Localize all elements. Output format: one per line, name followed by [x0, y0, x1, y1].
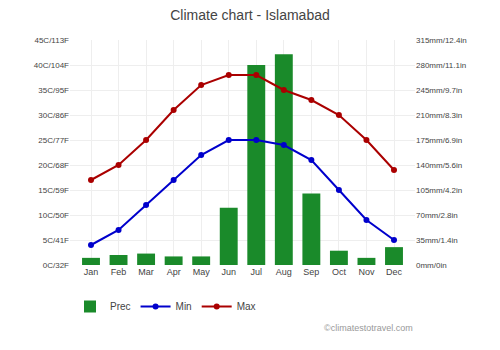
svg-text:Mar: Mar: [138, 267, 154, 277]
svg-text:Dec: Dec: [386, 267, 403, 277]
svg-text:70mm/2.8in: 70mm/2.8in: [416, 211, 458, 220]
svg-text:Nov: Nov: [358, 267, 375, 277]
svg-text:0C/32F: 0C/32F: [43, 261, 69, 270]
svg-text:245mm/9.7in: 245mm/9.7in: [416, 86, 462, 95]
svg-text:Apr: Apr: [167, 267, 181, 277]
svg-text:20C/68F: 20C/68F: [38, 161, 69, 170]
svg-text:40C/104F: 40C/104F: [34, 61, 69, 70]
svg-text:10C/50F: 10C/50F: [38, 211, 69, 220]
svg-text:Max: Max: [237, 301, 256, 312]
svg-text:May: May: [193, 267, 211, 277]
svg-text:Sep: Sep: [303, 267, 319, 277]
svg-text:Jan: Jan: [84, 267, 99, 277]
svg-text:Aug: Aug: [276, 267, 292, 277]
svg-text:5C/41F: 5C/41F: [43, 236, 69, 245]
svg-text:©climatestotravel.com: ©climatestotravel.com: [324, 323, 413, 333]
svg-text:Prec: Prec: [110, 301, 131, 312]
svg-text:45C/113F: 45C/113F: [34, 36, 69, 45]
svg-text:15C/59F: 15C/59F: [38, 186, 69, 195]
svg-text:30C/86F: 30C/86F: [38, 111, 69, 120]
svg-text:Oct: Oct: [332, 267, 347, 277]
svg-text:35C/95F: 35C/95F: [38, 86, 69, 95]
svg-text:25C/77F: 25C/77F: [38, 136, 69, 145]
svg-text:Jun: Jun: [221, 267, 236, 277]
svg-text:280mm/11.1in: 280mm/11.1in: [416, 61, 466, 70]
svg-text:315mm/12.4in: 315mm/12.4in: [416, 36, 467, 45]
svg-text:140mm/5.6in: 140mm/5.6in: [416, 161, 462, 170]
svg-text:Climate chart - Islamabad: Climate chart - Islamabad: [170, 7, 330, 23]
svg-text:0mm/0in: 0mm/0in: [416, 261, 447, 270]
svg-text:Jul: Jul: [251, 267, 263, 277]
svg-text:105mm/4.2in: 105mm/4.2in: [416, 186, 462, 195]
svg-text:210mm/8.3in: 210mm/8.3in: [416, 111, 462, 120]
svg-text:Feb: Feb: [111, 267, 127, 277]
svg-text:Min: Min: [176, 301, 192, 312]
svg-text:175mm/6.9in: 175mm/6.9in: [416, 136, 462, 145]
svg-text:35mm/1.4in: 35mm/1.4in: [416, 236, 458, 245]
